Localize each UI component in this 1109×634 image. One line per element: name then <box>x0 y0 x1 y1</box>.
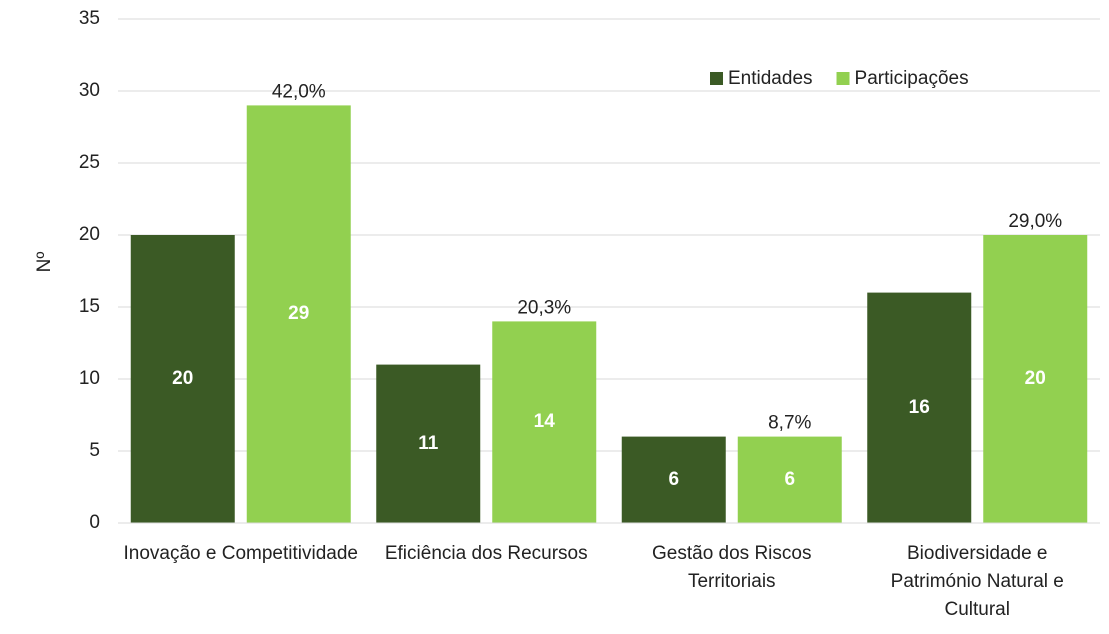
data-label: 20 <box>172 368 193 389</box>
bar <box>983 235 1088 523</box>
bar <box>246 105 351 524</box>
annotation: 20,3% <box>517 297 571 318</box>
data-label: 14 <box>534 411 556 432</box>
annotation: 29,0% <box>1008 211 1062 232</box>
y-tick-label: 35 <box>79 8 100 29</box>
data-label: 16 <box>909 397 930 418</box>
y-tick-label: 0 <box>89 512 100 533</box>
bar <box>492 321 597 523</box>
data-label: 6 <box>784 469 795 490</box>
annotation: 8,7% <box>768 413 811 434</box>
legend-swatch <box>710 72 723 85</box>
y-tick-label: 10 <box>79 368 100 389</box>
legend-swatch <box>836 72 850 85</box>
legend-label: Participações <box>855 68 969 89</box>
data-label: 29 <box>288 303 309 324</box>
x-tick-label: Inovação e Competitividade <box>123 543 358 564</box>
data-label: 11 <box>418 433 439 454</box>
x-tick-label: Biodiversidade e Património Natural e Cu… <box>890 543 1064 620</box>
y-tick-label: 30 <box>79 80 100 101</box>
y-tick-label: 15 <box>79 296 100 317</box>
bar <box>130 235 235 523</box>
legend-label: Entidades <box>728 68 813 89</box>
data-label: 20 <box>1025 368 1046 389</box>
bar <box>621 436 726 523</box>
y-tick-label: 25 <box>79 152 100 173</box>
annotation: 42,0% <box>272 81 326 102</box>
bar <box>737 436 842 523</box>
bar <box>867 292 972 523</box>
x-tick-label: Eficiência dos Recursos <box>384 543 588 564</box>
x-tick-label: Gestão dos Riscos Territoriais <box>652 543 812 592</box>
data-label: 6 <box>668 469 679 490</box>
y-axis-title: Nº <box>34 252 55 273</box>
y-tick-label: 5 <box>89 440 100 461</box>
y-tick-label: 20 <box>79 224 100 245</box>
bar <box>376 364 481 523</box>
